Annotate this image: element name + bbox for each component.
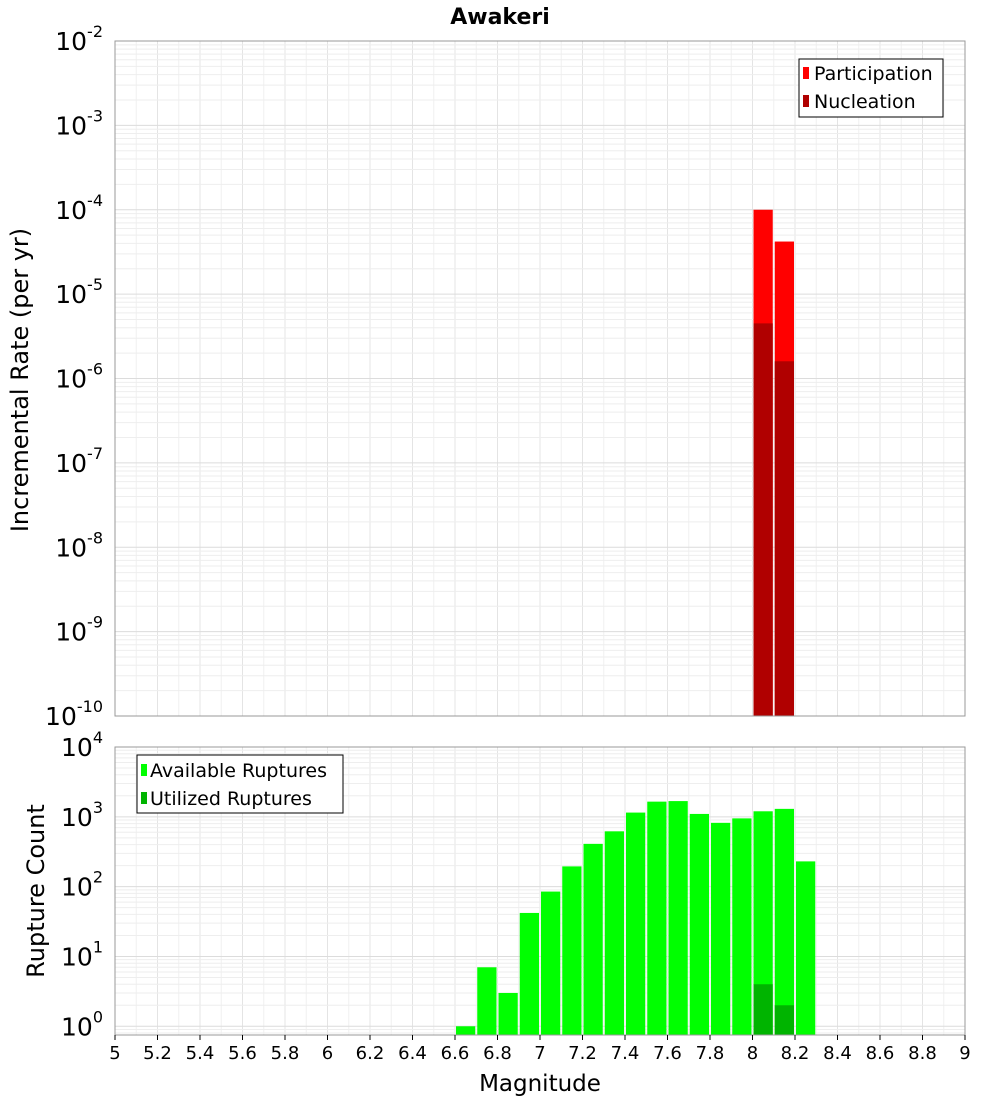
rate-bars: [753, 209, 794, 717]
bar-nucleation: [753, 323, 773, 716]
bar-nucleation: [774, 361, 794, 716]
count-y-tick-label: 102: [61, 868, 103, 902]
rate-legend-box: [798, 58, 944, 118]
rate-y-tick-label: 10-7: [55, 444, 103, 478]
x-tick-label: 6.4: [398, 1043, 427, 1064]
bar-available-ruptures: [519, 912, 539, 1035]
bar-available-ruptures: [732, 818, 752, 1035]
rate-y-axis-label: Incremental Rate (per yr): [6, 228, 34, 532]
rate-y-tick-label: 10-10: [45, 697, 103, 731]
rate-y-tick-label: 10-2: [55, 22, 103, 56]
x-tick-label: 7.8: [696, 1043, 725, 1064]
bar-available-ruptures: [647, 801, 667, 1035]
x-tick-label: 5.2: [143, 1043, 172, 1064]
x-tick-label: 5.4: [186, 1043, 215, 1064]
count-bars: [456, 801, 816, 1035]
rate-y-tick-label: 10-4: [55, 191, 103, 225]
legend-label-utilized: Utilized Ruptures: [150, 788, 312, 810]
x-tick-label: 6.6: [441, 1043, 470, 1064]
count-y-tick-label: 101: [61, 937, 103, 971]
x-tick-label: 5.8: [271, 1043, 300, 1064]
rate-y-tick-label: 10-6: [55, 360, 103, 394]
rate-y-ticks: 10-2 10-3 10-4 10-5 10-6 10-7 10-8 10-9 10-10: [45, 22, 103, 731]
x-tick-label: 7.4: [611, 1043, 640, 1064]
count-legend-box: [136, 754, 344, 814]
bar-available-ruptures: [562, 866, 582, 1035]
bar-available-ruptures: [774, 808, 794, 1035]
bar-utilized-ruptures: [774, 1005, 794, 1035]
bar-available-ruptures: [711, 822, 731, 1035]
count-y-tick-label: 104: [61, 728, 103, 762]
legend-swatch-available: [141, 764, 147, 776]
legend-swatch-nucleation: [803, 95, 809, 107]
rate-plot-frame: [114, 40, 966, 717]
x-axis-ticks: 5 5.2 5.4 5.6 5.8 6 6.2 6.4 6.6 6.8 7 7.2 7.4 7.6 7.8 8…: [109, 1035, 971, 1064]
x-tick-label: 6.2: [356, 1043, 385, 1064]
rate-panel: 10-2 10-3 10-4 10-5 10-6 10-7 10-8 10-9 10-10 In…: [6, 22, 966, 731]
x-tick-label: 7: [534, 1043, 545, 1064]
x-tick-label: 8.6: [866, 1043, 895, 1064]
x-tick-label: 8: [747, 1043, 758, 1064]
bar-available-ruptures: [456, 1026, 476, 1035]
chart-title: Awakeri: [450, 5, 550, 30]
x-tick-label: 8.4: [823, 1043, 852, 1064]
rate-y-tick-label: 10-5: [55, 275, 103, 309]
rate-y-tick-label: 10-9: [55, 613, 103, 647]
rate-y-tick-label: 10-8: [55, 528, 103, 562]
x-tick-label: 7.6: [653, 1043, 682, 1064]
count-panel: 104 103 102 101 100 5 5.2 5.4 5.6 5.8 6 6.2 6.4 6.6 6…: [22, 728, 971, 1097]
x-tick-label: 5: [109, 1043, 120, 1064]
bar-available-ruptures: [477, 967, 497, 1035]
x-axis-label: Magnitude: [479, 1071, 601, 1097]
bar-available-ruptures: [541, 891, 561, 1035]
count-legend: Available Ruptures Utilized Ruptures: [136, 754, 344, 814]
legend-label-nucleation: Nucleation: [814, 91, 916, 113]
bar-utilized-ruptures: [753, 984, 773, 1035]
bar-available-ruptures: [626, 812, 646, 1035]
bar-available-ruptures: [498, 992, 518, 1035]
legend-swatch-utilized: [141, 792, 147, 804]
legend-swatch-participation: [803, 67, 809, 79]
count-y-axis-label: Rupture Count: [22, 804, 50, 978]
rate-legend: Participation Nucleation: [798, 58, 944, 118]
bar-available-ruptures: [796, 861, 816, 1035]
bar-available-ruptures: [604, 831, 624, 1035]
legend-label-available: Available Ruptures: [150, 760, 327, 782]
x-tick-label: 5.6: [228, 1043, 257, 1064]
bar-available-ruptures: [689, 813, 709, 1035]
count-y-tick-label: 103: [61, 798, 103, 832]
rate-grid: [114, 40, 966, 717]
bar-available-ruptures: [583, 843, 603, 1035]
x-tick-label: 7.2: [568, 1043, 597, 1064]
rate-y-tick-label: 10-3: [55, 106, 103, 140]
bar-available-ruptures: [668, 801, 688, 1035]
legend-label-participation: Participation: [814, 63, 933, 85]
count-y-tick-label: 100: [61, 1007, 103, 1041]
bar-available-ruptures: [753, 811, 773, 1035]
x-tick-label: 9: [959, 1043, 970, 1064]
x-tick-label: 6.8: [483, 1043, 512, 1064]
x-tick-label: 8.2: [781, 1043, 810, 1064]
x-tick-label: 8.8: [908, 1043, 937, 1064]
count-y-ticks: 104 103 102 101 100: [61, 728, 103, 1041]
x-tick-label: 6: [322, 1043, 333, 1064]
